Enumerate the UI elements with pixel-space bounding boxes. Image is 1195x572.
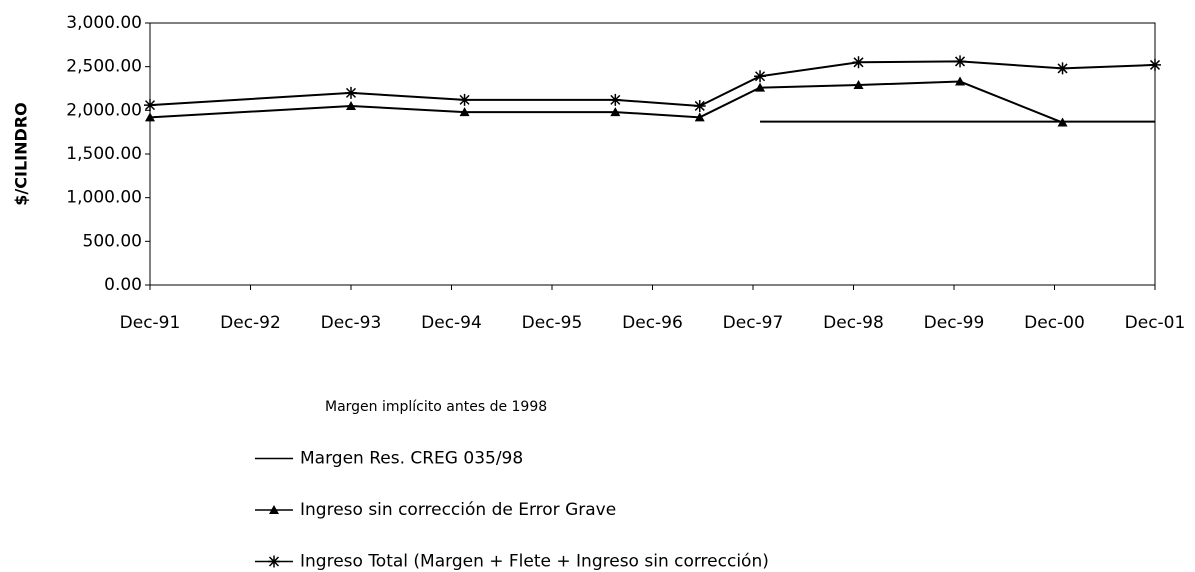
series-line xyxy=(149,60,1156,107)
legend-label: Margen implícito antes de 1998 xyxy=(325,399,547,415)
y-tick-label: 3,000.00 xyxy=(66,13,142,33)
x-tick-label: Dec-97 xyxy=(723,313,784,333)
point xyxy=(693,99,706,112)
x-tick-label: Dec-98 xyxy=(823,313,884,333)
legend-label: Ingreso Total (Margen + Flete + Ingreso … xyxy=(300,552,769,572)
x-tick-label: Dec-00 xyxy=(1024,313,1085,333)
point xyxy=(609,93,622,106)
x-tick-label: Dec-91 xyxy=(120,313,181,333)
y-tick-label: 1,500.00 xyxy=(66,144,142,164)
x-tick-label: Dec-92 xyxy=(220,313,281,333)
x-tick-label: Dec-95 xyxy=(522,313,583,333)
point xyxy=(694,112,705,122)
point xyxy=(346,100,356,110)
legend-marker xyxy=(269,505,279,514)
point xyxy=(458,93,471,106)
point xyxy=(144,99,156,112)
point xyxy=(1149,58,1161,71)
y-tick-label: 0.00 xyxy=(104,275,142,295)
point xyxy=(754,70,767,83)
point xyxy=(852,56,865,69)
point xyxy=(345,86,357,99)
y-axis-label: $/CILINDRO xyxy=(12,102,31,205)
x-tick-label: Dec-93 xyxy=(321,313,382,333)
plot-area xyxy=(149,22,1156,286)
point xyxy=(853,80,864,90)
legend-marker xyxy=(268,555,280,568)
legend-label: Ingreso sin corrección de Error Grave xyxy=(300,500,616,520)
y-tick-label: 500.00 xyxy=(83,231,142,251)
x-tick-label: Dec-99 xyxy=(924,313,985,333)
point xyxy=(1057,117,1068,127)
x-tick-label: Dec-96 xyxy=(622,313,683,333)
series-line xyxy=(149,80,1063,124)
point xyxy=(954,55,967,68)
y-tick-label: 2,000.00 xyxy=(66,100,142,120)
point xyxy=(755,82,766,92)
legend-label: Margen Res. CREG 035/98 xyxy=(300,449,523,469)
point xyxy=(459,107,470,117)
point xyxy=(955,76,966,86)
point xyxy=(145,112,155,122)
x-tick-label: Dec-94 xyxy=(421,313,482,333)
y-tick-label: 2,500.00 xyxy=(66,57,142,77)
y-tick-label: 1,000.00 xyxy=(66,188,142,208)
x-tick-label: Dec-01 xyxy=(1125,313,1186,333)
point xyxy=(610,107,621,117)
point xyxy=(1056,62,1069,75)
